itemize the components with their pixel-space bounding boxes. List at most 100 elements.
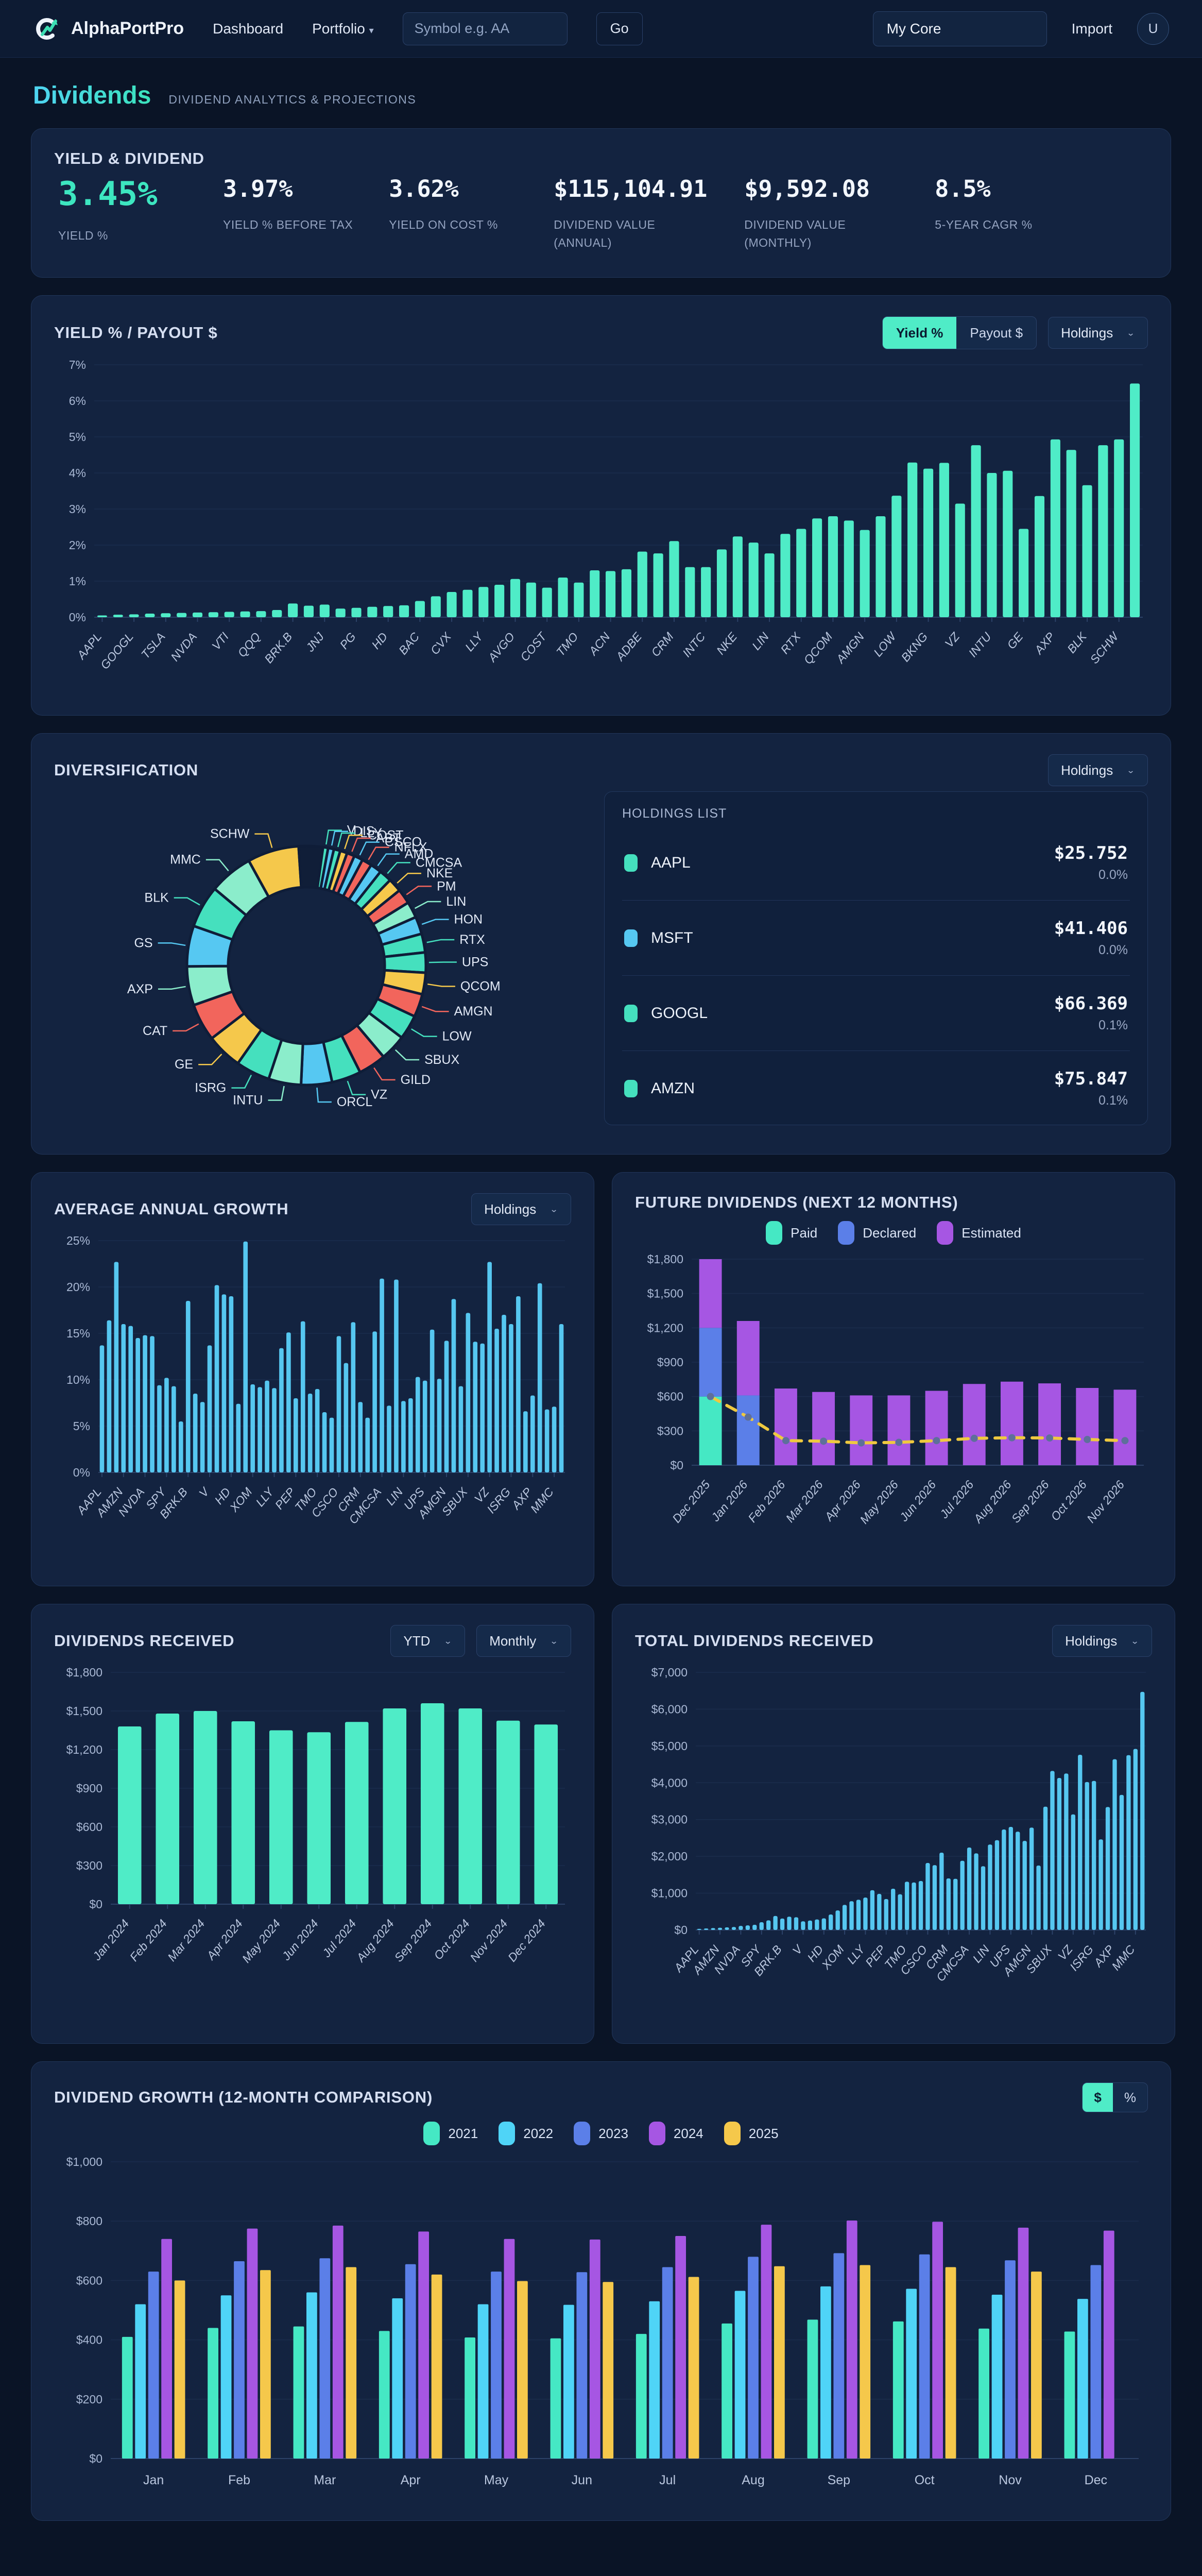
svg-text:LOW: LOW <box>871 629 899 659</box>
legend-item[interactable]: Declared <box>838 1221 916 1245</box>
svg-text:HD: HD <box>369 630 390 652</box>
holding-percent: 0.0% <box>1098 943 1128 957</box>
avg-annual-growth-card: AVERAGE ANNUAL GROWTH Holdings ⌄ 0% 5% 10% 1… <box>31 1172 594 1586</box>
svg-text:DIS: DIS <box>353 824 375 839</box>
svg-text:6%: 6% <box>69 394 86 408</box>
legend-item[interactable]: 2021 <box>423 2122 478 2145</box>
brand[interactable]: AlphaPortPro <box>33 14 184 44</box>
caret-down-icon: ▾ <box>369 25 374 36</box>
nav-link-dashboard[interactable]: Dashboard <box>213 20 284 37</box>
legend-item[interactable]: 2024 <box>648 2122 703 2145</box>
svg-text:Jan 2024: Jan 2024 <box>90 1917 131 1963</box>
received-frequency-select[interactable]: Monthly ⌄ <box>476 1625 571 1657</box>
yield-holdings-select[interactable]: Holdings ⌄ <box>1048 317 1148 349</box>
svg-text:CSCO: CSCO <box>385 835 422 850</box>
legend-item[interactable]: 2025 <box>724 2122 779 2145</box>
svg-text:LOW: LOW <box>442 1029 472 1044</box>
received-period-select[interactable]: YTD ⌄ <box>390 1625 466 1657</box>
svg-text:RTX: RTX <box>459 933 485 947</box>
svg-text:AMGN: AMGN <box>454 1004 493 1019</box>
svg-text:PEP: PEP <box>272 1485 298 1512</box>
svg-text:Aug 2026: Aug 2026 <box>970 1478 1014 1526</box>
svg-text:CVX: CVX <box>428 629 454 657</box>
total-dividends-card: TOTAL DIVIDENDS RECEIVED Holdings ⌄ $0 $1,… <box>612 1604 1175 2044</box>
yield-dividend-summary-card: YIELD & DIVIDEND 3.45% YIELD % 3.97% YIEL… <box>31 128 1171 278</box>
go-button[interactable]: Go <box>596 12 643 45</box>
holding-ticker: AMZN <box>651 1079 695 1097</box>
svg-text:AXP: AXP <box>127 982 153 996</box>
svg-text:10%: 10% <box>66 1373 90 1386</box>
svg-text:ISRG: ISRG <box>484 1485 513 1516</box>
holding-row[interactable]: AAPL $25.752 0.0% <box>622 825 1130 901</box>
svg-text:VZ: VZ <box>371 1088 387 1102</box>
stat-label: YIELD % BEFORE TAX <box>223 218 353 231</box>
diversification-donut-chart: V DIS LLY COST ABT CSCO NFLX AMD CMCSA NKE PM LIN HO… <box>54 791 581 1133</box>
legend-item[interactable]: 2022 <box>499 2122 553 2145</box>
svg-text:Jul 2024: Jul 2024 <box>319 1917 358 1960</box>
holding-color-dot <box>624 929 638 947</box>
svg-text:V: V <box>789 1941 805 1957</box>
svg-text:$5,000: $5,000 <box>651 1739 688 1753</box>
svg-text:Aug 2024: Aug 2024 <box>353 1917 397 1965</box>
chevron-down-icon: ⌄ <box>1126 328 1135 338</box>
svg-text:SBUX: SBUX <box>424 1053 459 1067</box>
svg-text:5%: 5% <box>69 430 86 444</box>
holdings-list-panel[interactable]: HOLDINGS LIST AAPL $25.752 0.0% MSFT $41… <box>604 791 1148 1125</box>
user-avatar[interactable]: U <box>1137 12 1169 45</box>
svg-text:AMGN: AMGN <box>833 630 867 666</box>
import-link[interactable]: Import <box>1071 20 1112 37</box>
symbol-search-input[interactable] <box>402 12 568 45</box>
stat-value: 3.62% <box>389 175 459 202</box>
svg-text:$1,200: $1,200 <box>647 1321 683 1334</box>
summary-stat: $115,104.91 DIVIDEND VALUE (ANNUAL) <box>554 175 708 251</box>
stat-label: YIELD ON COST % <box>389 218 498 231</box>
holding-row[interactable]: AMZN $75.847 0.1% <box>622 1051 1130 1125</box>
svg-text:Nov: Nov <box>999 2473 1022 2487</box>
stat-label: DIVIDEND VALUE (MONTHLY) <box>744 218 846 249</box>
future-dividends-card: FUTURE DIVIDENDS (NEXT 12 MONTHS) Paid D… <box>612 1172 1175 1586</box>
holding-percent: 0.0% <box>1098 868 1128 882</box>
chevron-down-icon: ⌄ <box>550 1205 558 1214</box>
svg-text:QQQ: QQQ <box>235 630 263 659</box>
holding-value: $66.369 <box>1054 993 1128 1014</box>
svg-text:$0: $0 <box>89 2452 102 2465</box>
svg-text:NVDA: NVDA <box>168 630 199 664</box>
svg-text:GOOGL: GOOGL <box>98 630 136 672</box>
nav-link-portfolio[interactable]: Portfolio ▾ <box>312 20 374 37</box>
svg-text:3%: 3% <box>69 502 86 516</box>
dividends-received-title: DIVIDENDS RECEIVED <box>54 1632 235 1650</box>
svg-text:ISRG: ISRG <box>1067 1943 1096 1974</box>
svg-text:BLK: BLK <box>1064 629 1090 655</box>
svg-text:ACN: ACN <box>586 630 613 658</box>
svg-text:Feb 2026: Feb 2026 <box>745 1478 788 1524</box>
svg-text:$300: $300 <box>657 1424 683 1437</box>
svg-text:ADBE: ADBE <box>613 630 645 664</box>
chevron-down-icon: ⌄ <box>1130 1636 1139 1646</box>
holding-row[interactable]: MSFT $41.406 0.0% <box>622 901 1130 976</box>
portfolio-select[interactable]: My Core <box>872 11 1047 46</box>
svg-text:$800: $800 <box>76 2214 102 2228</box>
holding-row[interactable]: GOOGL $66.369 0.1% <box>622 976 1130 1051</box>
percent-toggle-button[interactable]: % <box>1113 2083 1147 2112</box>
dividend-growth-comparison-card: DIVIDEND GROWTH (12-MONTH COMPARISON) $ … <box>31 2061 1171 2521</box>
holding-value: $41.406 <box>1054 918 1128 939</box>
svg-text:ISRG: ISRG <box>195 1081 226 1095</box>
brand-logo-icon <box>33 14 63 44</box>
svg-text:Feb: Feb <box>228 2473 250 2487</box>
total-holdings-select[interactable]: Holdings ⌄ <box>1052 1625 1152 1657</box>
legend-item[interactable]: Paid <box>766 1221 817 1245</box>
comparison-chart: $0 $200 $400 $600 $800 $1,000 Jan Feb Mar Apr May J… <box>54 2149 1148 2500</box>
legend-item[interactable]: 2023 <box>574 2122 628 2145</box>
diversification-holdings-select[interactable]: Holdings ⌄ <box>1048 754 1148 786</box>
svg-text:1%: 1% <box>69 574 86 588</box>
svg-text:ORCL: ORCL <box>337 1095 373 1109</box>
summary-stat: $9,592.08 DIVIDEND VALUE (MONTHLY) <box>744 175 899 251</box>
page-subtitle: DIVIDEND ANALYTICS & PROJECTIONS <box>168 93 417 106</box>
payout-toggle-button[interactable]: Payout $ <box>956 317 1036 349</box>
growth-holdings-select[interactable]: Holdings ⌄ <box>471 1193 571 1225</box>
svg-text:LIN: LIN <box>749 630 771 652</box>
legend-item[interactable]: Estimated <box>937 1221 1021 1245</box>
svg-text:May: May <box>484 2473 509 2487</box>
yield-toggle-button[interactable]: Yield % <box>882 317 957 349</box>
dollar-toggle-button[interactable]: $ <box>1083 2083 1113 2112</box>
